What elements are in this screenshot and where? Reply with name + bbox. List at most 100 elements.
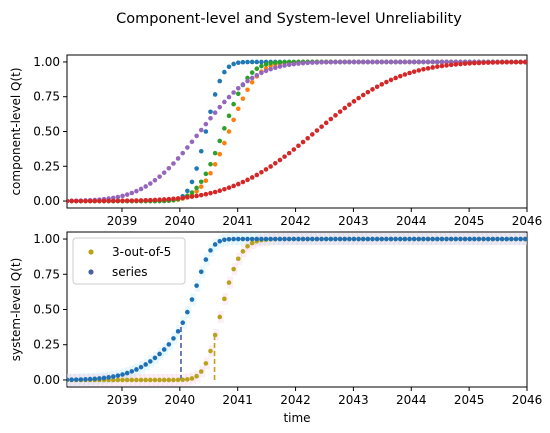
series-point — [504, 236, 510, 242]
data-point — [476, 60, 482, 66]
series-point — [69, 377, 74, 383]
data-point — [198, 127, 204, 133]
series-point — [92, 376, 98, 382]
data-point — [180, 195, 186, 201]
series-point — [393, 236, 398, 242]
data-point — [115, 198, 121, 204]
data-point — [171, 161, 176, 166]
kofn-point — [245, 243, 250, 249]
data-point — [97, 198, 102, 204]
data-point — [282, 59, 287, 65]
data-point — [467, 61, 473, 66]
data-point — [120, 198, 125, 204]
series-point — [305, 236, 311, 242]
x-tick-label: 2039 — [107, 214, 138, 228]
data-point — [198, 148, 204, 154]
data-point — [254, 66, 260, 72]
data-point — [402, 59, 408, 65]
series-point — [73, 377, 79, 382]
series-point — [342, 236, 348, 242]
data-point — [365, 89, 371, 95]
series-point — [161, 347, 167, 352]
data-point — [472, 60, 477, 66]
data-point — [245, 177, 250, 183]
data-point — [249, 59, 255, 65]
series-point — [476, 236, 482, 242]
data-point — [305, 60, 311, 66]
data-point — [300, 60, 306, 66]
data-point — [518, 59, 523, 65]
data-point — [106, 198, 111, 204]
series-point — [513, 236, 519, 242]
y-axis-label: component-level Q(t) — [9, 67, 23, 195]
data-point — [407, 70, 412, 76]
data-point — [291, 147, 297, 152]
series-point — [379, 236, 385, 242]
data-point — [231, 117, 236, 123]
y-tick-label: 1.00 — [33, 55, 60, 69]
data-point — [226, 113, 232, 119]
series-point — [67, 377, 70, 383]
data-point — [365, 59, 371, 65]
series-point — [240, 236, 246, 242]
series-point — [124, 370, 130, 376]
data-point — [397, 73, 403, 79]
data-point — [421, 67, 426, 72]
series-point — [268, 236, 273, 242]
series-point — [407, 236, 412, 242]
data-point — [217, 138, 223, 144]
x-tick-label: 2040 — [165, 214, 196, 228]
data-point — [189, 194, 195, 199]
data-point — [148, 197, 153, 203]
kofn-point — [208, 348, 213, 354]
kofn-point — [152, 377, 158, 383]
series-point — [397, 236, 403, 242]
data-point — [148, 181, 153, 186]
data-point — [92, 198, 98, 204]
data-point — [268, 60, 273, 66]
x-tick-label: 2044 — [396, 214, 427, 228]
series-point — [97, 376, 102, 381]
series-point — [328, 236, 334, 242]
data-point — [171, 196, 176, 202]
data-point — [194, 133, 199, 139]
data-point — [277, 157, 283, 163]
series-point — [430, 236, 435, 242]
data-point — [249, 80, 255, 85]
data-point — [185, 195, 190, 200]
series-point — [421, 236, 426, 242]
data-point — [402, 72, 408, 77]
data-point — [217, 78, 223, 84]
data-point — [310, 132, 315, 137]
data-point — [235, 181, 241, 187]
data-point — [337, 109, 343, 114]
data-point — [231, 101, 236, 107]
data-point — [203, 171, 209, 177]
data-point — [444, 63, 449, 68]
data-point — [277, 64, 283, 69]
x-tick-label: 2044 — [396, 393, 427, 407]
data-point — [411, 59, 417, 65]
data-point — [328, 59, 334, 65]
data-point — [166, 196, 172, 202]
x-tick-label: 2046 — [512, 214, 543, 228]
data-point — [333, 113, 338, 118]
x-axis-label: time — [283, 411, 310, 425]
series-point — [300, 236, 306, 242]
data-point — [268, 164, 273, 169]
series-point — [273, 236, 278, 242]
y-tick-label: 0.50 — [33, 303, 60, 317]
data-point — [342, 59, 348, 65]
series-point — [360, 236, 366, 242]
data-point — [69, 198, 74, 204]
series-point — [222, 237, 227, 243]
data-point — [235, 60, 241, 66]
y-tick-label: 0.25 — [33, 159, 60, 173]
data-point — [384, 59, 389, 65]
data-point — [296, 143, 301, 149]
data-point — [254, 72, 260, 78]
series-point — [337, 236, 343, 242]
series-point — [439, 236, 445, 242]
data-point — [194, 188, 199, 194]
data-point — [143, 198, 148, 203]
